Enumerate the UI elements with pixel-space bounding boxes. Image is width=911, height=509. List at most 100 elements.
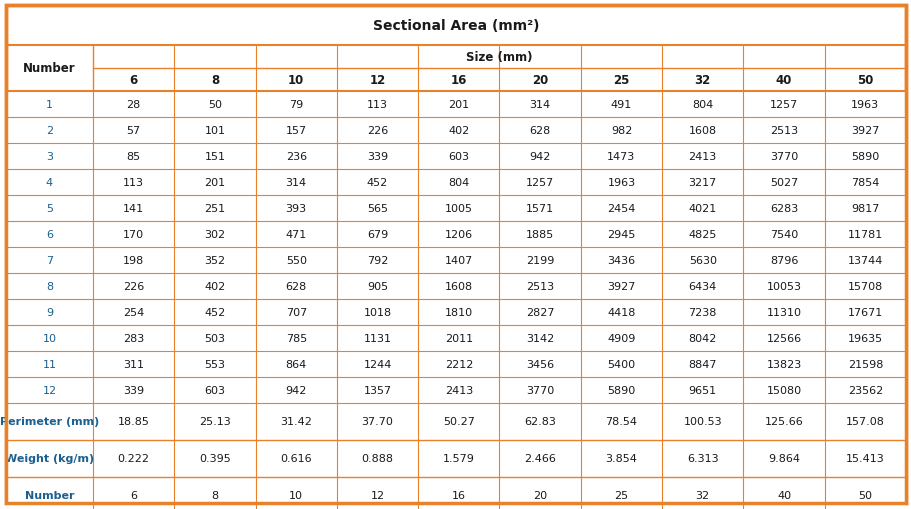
Text: 6.313: 6.313	[686, 454, 718, 464]
Text: 905: 905	[366, 281, 388, 292]
Text: 452: 452	[204, 307, 225, 318]
Text: 1206: 1206	[445, 230, 473, 240]
Text: 339: 339	[366, 152, 388, 162]
Text: 804: 804	[447, 178, 469, 188]
Text: 5890: 5890	[850, 152, 878, 162]
Text: 28: 28	[127, 100, 140, 110]
Text: 864: 864	[285, 359, 306, 369]
Text: 6: 6	[129, 74, 138, 87]
Text: 16: 16	[450, 74, 466, 87]
Text: 339: 339	[123, 385, 144, 395]
Text: 157.08: 157.08	[845, 417, 884, 427]
Bar	[6, 169, 905, 195]
Text: 628: 628	[285, 281, 306, 292]
Text: 5: 5	[46, 204, 53, 214]
Text: 9: 9	[46, 307, 53, 318]
Text: 792: 792	[366, 256, 388, 266]
Text: 314: 314	[285, 178, 306, 188]
Text: 1885: 1885	[526, 230, 554, 240]
Text: 2413: 2413	[445, 385, 473, 395]
Text: 2513: 2513	[526, 281, 554, 292]
Text: 15708: 15708	[847, 281, 882, 292]
Text: 1: 1	[46, 100, 53, 110]
Text: 3770: 3770	[526, 385, 554, 395]
Bar	[6, 477, 905, 509]
Text: 7540: 7540	[769, 230, 797, 240]
Text: 251: 251	[204, 204, 225, 214]
Text: 1810: 1810	[445, 307, 473, 318]
Text: 1257: 1257	[526, 178, 554, 188]
Bar	[6, 195, 905, 221]
Text: 31.42: 31.42	[280, 417, 312, 427]
Text: 352: 352	[204, 256, 225, 266]
Text: 5630: 5630	[688, 256, 716, 266]
Text: 311: 311	[123, 359, 144, 369]
Text: 21598: 21598	[846, 359, 882, 369]
Text: 3927: 3927	[607, 281, 635, 292]
Text: 804: 804	[691, 100, 712, 110]
Text: 6: 6	[46, 230, 53, 240]
Text: 2199: 2199	[526, 256, 554, 266]
Text: 3142: 3142	[526, 333, 554, 344]
Text: 10: 10	[288, 74, 304, 87]
Text: 78.54: 78.54	[605, 417, 637, 427]
Text: 4418: 4418	[607, 307, 635, 318]
Text: 40: 40	[776, 491, 790, 500]
Text: 57: 57	[127, 126, 140, 136]
Text: 2011: 2011	[445, 333, 473, 344]
Text: 10: 10	[43, 333, 56, 344]
Text: 3.854: 3.854	[605, 454, 637, 464]
Text: 13744: 13744	[846, 256, 882, 266]
Text: 4825: 4825	[688, 230, 716, 240]
Text: 471: 471	[285, 230, 306, 240]
Text: 2827: 2827	[526, 307, 554, 318]
Text: 2454: 2454	[607, 204, 635, 214]
Text: 553: 553	[204, 359, 225, 369]
Text: 157: 157	[285, 126, 306, 136]
Text: 550: 550	[285, 256, 306, 266]
Text: 12: 12	[369, 74, 385, 87]
Bar	[6, 403, 905, 440]
Text: 37.70: 37.70	[362, 417, 393, 427]
Text: 1571: 1571	[526, 204, 554, 214]
Text: 12: 12	[43, 385, 56, 395]
Text: 785: 785	[285, 333, 306, 344]
Text: 9651: 9651	[688, 385, 716, 395]
Text: 679: 679	[366, 230, 388, 240]
Text: Number: Number	[23, 63, 76, 75]
Text: 10053: 10053	[766, 281, 801, 292]
Text: 170: 170	[123, 230, 144, 240]
Text: 101: 101	[204, 126, 225, 136]
Text: 707: 707	[285, 307, 306, 318]
Text: 201: 201	[448, 100, 469, 110]
Text: 3927: 3927	[850, 126, 878, 136]
Bar	[6, 325, 905, 351]
Text: 5890: 5890	[607, 385, 635, 395]
Text: 0.616: 0.616	[280, 454, 312, 464]
Text: 198: 198	[123, 256, 144, 266]
Text: 314: 314	[529, 100, 550, 110]
Text: 113: 113	[366, 100, 387, 110]
Text: 603: 603	[448, 152, 469, 162]
Text: 393: 393	[285, 204, 306, 214]
Text: 491: 491	[610, 100, 631, 110]
Text: 5027: 5027	[769, 178, 797, 188]
Text: 7854: 7854	[850, 178, 878, 188]
Text: 79: 79	[289, 100, 303, 110]
Text: 302: 302	[204, 230, 225, 240]
Text: 25: 25	[614, 491, 628, 500]
Text: Sectional Area (mm²): Sectional Area (mm²)	[373, 19, 538, 33]
Text: 1608: 1608	[445, 281, 473, 292]
Text: 141: 141	[123, 204, 144, 214]
Text: 113: 113	[123, 178, 144, 188]
Bar	[6, 144, 905, 169]
Text: 1257: 1257	[769, 100, 797, 110]
Text: 11310: 11310	[766, 307, 801, 318]
Text: 628: 628	[529, 126, 550, 136]
Text: 2: 2	[46, 126, 53, 136]
Text: 283: 283	[123, 333, 144, 344]
Text: 1.579: 1.579	[443, 454, 475, 464]
Text: 9.864: 9.864	[767, 454, 799, 464]
Bar	[6, 273, 905, 299]
Text: 4: 4	[46, 178, 53, 188]
